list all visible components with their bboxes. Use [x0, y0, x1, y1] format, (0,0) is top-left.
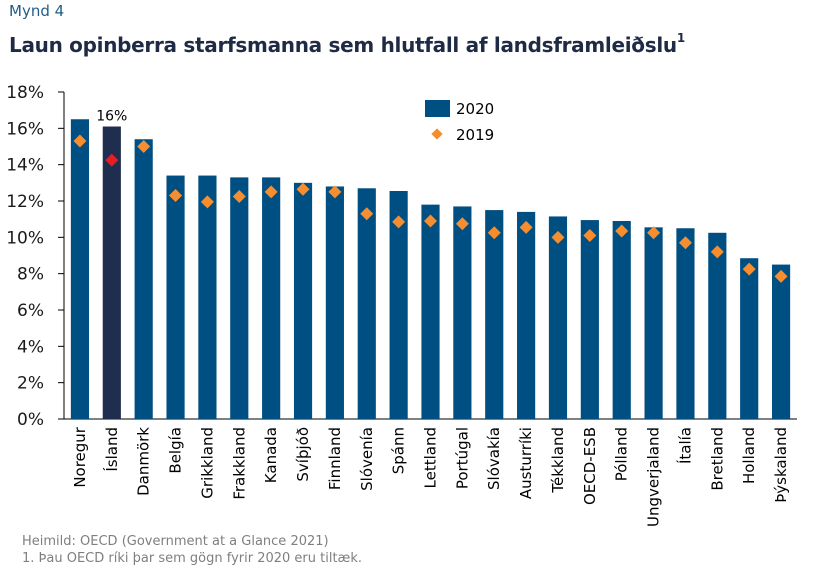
- marker-2019-ísland: [105, 153, 119, 167]
- x-tick-label: Grikkland: [198, 427, 216, 499]
- y-tick-label: 10%: [6, 228, 44, 248]
- bar-2020-bretland: [708, 232, 727, 419]
- marker-2019-þýskaland: [774, 269, 788, 283]
- x-tick-label: Ítalía: [675, 427, 694, 464]
- marker-2019-bretland: [710, 245, 724, 259]
- chart-title-text: Laun opinberra starfsmanna sem hlutfall …: [9, 33, 677, 57]
- x-tick-label: Spánn: [390, 427, 408, 474]
- bar-2020-danmörk: [134, 139, 153, 419]
- marker-2019-ítalía: [678, 236, 692, 250]
- marker-2019-slóvenía: [360, 207, 374, 221]
- footnote-line: 1. Þau OECD ríki þar sem gögn fyrir 2020…: [22, 551, 362, 566]
- y-tick-label: 2%: [17, 374, 44, 394]
- bar-2020-tékkland: [548, 216, 568, 419]
- x-tick-label: Holland: [740, 427, 758, 484]
- x-tick-label: Noregur: [71, 426, 89, 487]
- bar-2020-spánn: [389, 191, 408, 419]
- markers-2019: [73, 134, 788, 283]
- marker-2019-tékkland: [551, 230, 565, 244]
- marker-2019-spánn: [392, 215, 406, 229]
- y-tick-label: 6%: [17, 301, 44, 321]
- marker-2019-grikkland: [200, 195, 214, 209]
- x-tick-labels: Noregur Ísland Danmörk Belgía Grikkland Frakk…: [71, 426, 790, 527]
- marker-2019-slóvakía: [487, 226, 501, 240]
- marker-2019-austurríki: [519, 220, 533, 234]
- y-tick-label: 18%: [6, 83, 44, 103]
- marker-2019-noregur: [73, 134, 87, 148]
- bar-2020-portúgal: [453, 206, 472, 419]
- y-tick-label: 14%: [6, 156, 44, 176]
- marker-2019-svíþjóð: [296, 182, 310, 196]
- y-tick-label: 8%: [17, 265, 44, 285]
- x-tick-label: Finnland: [326, 427, 344, 490]
- bar-2020-ítalía: [676, 228, 695, 419]
- marker-2019-lettland: [424, 214, 437, 228]
- x-tick-label: Slóvenía: [358, 427, 376, 491]
- marker-2019-pólland: [615, 224, 629, 238]
- bar-2020-belgía: [166, 175, 185, 419]
- bar-2020-holland: [740, 258, 759, 419]
- bar-2020-noregur: [70, 119, 90, 419]
- source-notes: Heimild: OECD (Government at a Glance 20…: [22, 533, 362, 567]
- x-tick-label: Lettland: [422, 427, 440, 488]
- x-tick-label: Ísland: [102, 427, 121, 472]
- legend-label-2019: 2019: [456, 126, 494, 144]
- chart-title: Laun opinberra starfsmanna sem hlutfall …: [9, 31, 685, 57]
- x-tick-label: Austurríki: [517, 427, 535, 499]
- bar-2020-austurríki: [517, 211, 536, 419]
- source-line: Heimild: OECD (Government at a Glance 20…: [22, 534, 329, 549]
- marker-2019-ungverjaland: [647, 226, 661, 240]
- marker-2019-finnland: [328, 185, 342, 199]
- x-tick-label: Portúgal: [453, 427, 471, 489]
- y-tick-label: 4%: [17, 337, 44, 357]
- bar-2020-grikkland: [198, 175, 217, 419]
- marker-2019-danmörk: [137, 140, 151, 153]
- bar-2020-lettland: [421, 204, 440, 419]
- x-tick-label: Pólland: [613, 427, 631, 481]
- bar-2020-oecd-esb: [580, 220, 599, 419]
- bar-2020-þýskaland: [771, 264, 791, 419]
- y-tick-label: 12%: [6, 192, 44, 212]
- bars-2020: [70, 119, 791, 420]
- bar-2020-frakkland: [230, 177, 249, 419]
- x-tick-label: Kanada: [262, 427, 280, 483]
- marker-2019-portúgal: [455, 217, 469, 231]
- marker-2019-frakkland: [232, 189, 246, 203]
- marker-2019-belgía: [169, 189, 183, 203]
- x-tick-label: Bretland: [708, 427, 726, 491]
- figure-label: Mynd 4: [9, 2, 65, 20]
- bar-2020-slóvenía: [357, 188, 376, 419]
- marker-2019-oecd-esb: [583, 229, 597, 243]
- title-footnote-marker: 1: [676, 31, 685, 45]
- x-tick-label: Slóvakía: [485, 427, 503, 490]
- x-tick-label: Tékkland: [549, 427, 567, 494]
- bar-chart: 0% 2% 4% 6% 8% 10% 12% 14% 16% 18% Noregur Ísland D…: [6, 83, 797, 527]
- legend-label-2020: 2020: [456, 100, 494, 118]
- y-tick-label: 16%: [6, 119, 44, 139]
- bar-2020-ísland: [102, 126, 121, 420]
- data-label-iceland: 16%: [96, 109, 127, 125]
- legend-swatch-2020: [425, 100, 450, 117]
- marker-2019-kanada: [264, 185, 278, 199]
- bar-2020-finnland: [325, 186, 344, 419]
- y-axis: 0% 2% 4% 6% 8% 10% 12% 14% 16% 18%: [6, 83, 65, 430]
- bar-2020-pólland: [612, 220, 631, 419]
- x-tick-label: Svíþjóð: [294, 427, 312, 482]
- legend: 2020 2019: [425, 100, 494, 144]
- x-tick-label: Frakkland: [230, 427, 248, 500]
- x-tick-label: Þýskaland: [772, 427, 790, 503]
- x-tick-label: Belgía: [167, 427, 185, 474]
- bar-2020-slóvakía: [485, 210, 504, 419]
- bar-2020-svíþjóð: [293, 182, 313, 419]
- x-tick-label: OECD-ESB: [581, 427, 599, 505]
- legend-marker-2019: [431, 128, 443, 140]
- x-tick-label: Ungverjaland: [645, 427, 663, 527]
- marker-2019-holland: [742, 262, 756, 276]
- bar-2020-ungverjaland: [644, 227, 663, 419]
- x-tick-label: Danmörk: [135, 427, 153, 496]
- bar-2020-kanada: [262, 177, 281, 419]
- y-tick-label: 0%: [17, 410, 44, 430]
- annotations: 16%: [96, 109, 127, 125]
